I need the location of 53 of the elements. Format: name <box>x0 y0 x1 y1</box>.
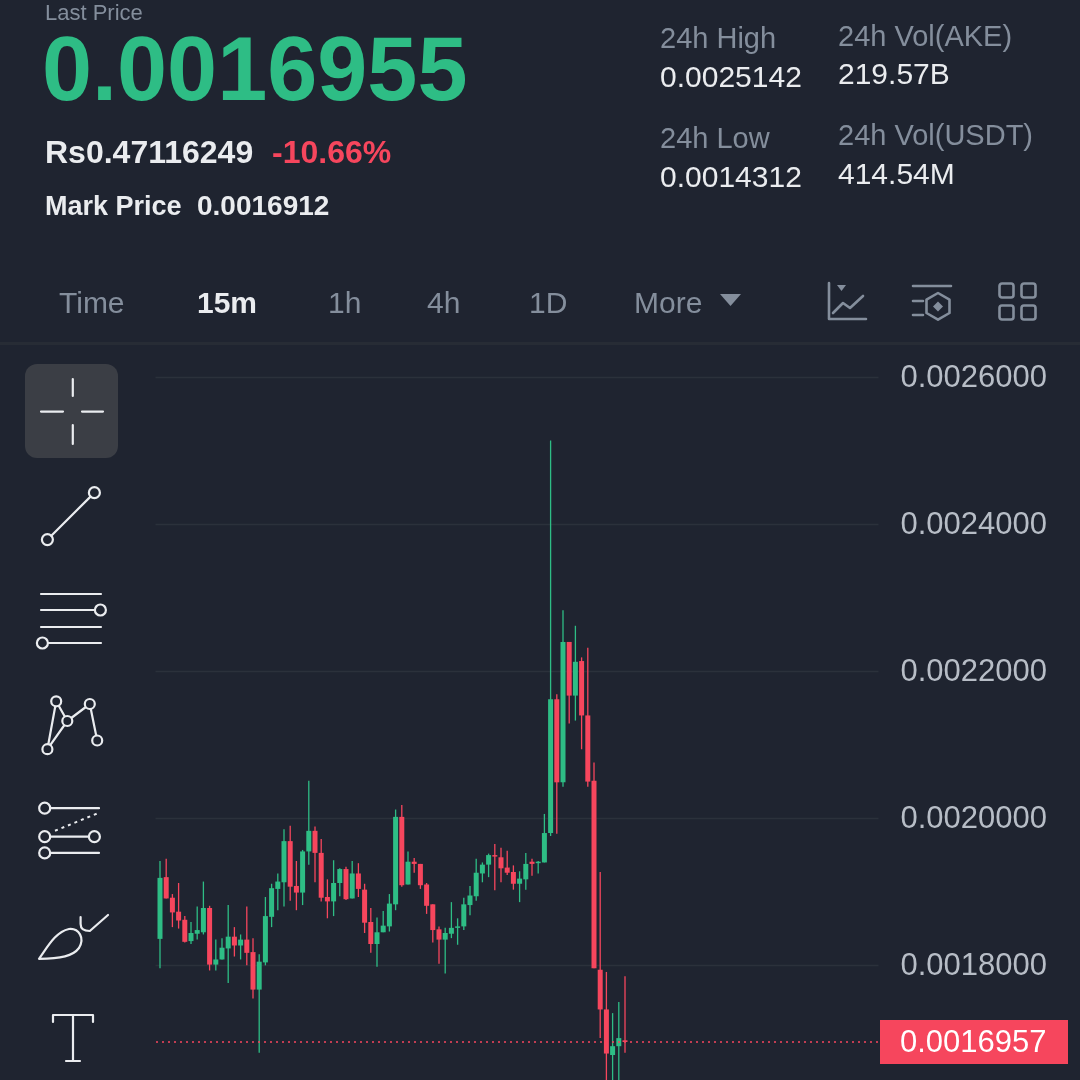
candlestick <box>486 852 492 878</box>
candlestick <box>355 862 361 898</box>
candlestick <box>436 925 442 965</box>
text: 24h High <box>660 21 777 54</box>
candlestick <box>374 916 380 968</box>
candlestick <box>467 885 473 917</box>
candlestick <box>244 905 250 966</box>
text: 0.0014312 <box>660 159 802 193</box>
text: Rs0.47116249 <box>45 133 254 170</box>
text: Mark Price <box>45 191 182 222</box>
candlestick <box>306 780 312 866</box>
candlestick <box>312 825 318 883</box>
candlestick <box>492 843 498 892</box>
y-tick-label: 0.0026000 <box>900 358 1048 394</box>
candlestick <box>386 893 392 933</box>
candlestick <box>610 1012 616 1080</box>
text: More <box>634 285 703 319</box>
candlestick <box>225 904 231 984</box>
candlestick <box>616 1001 622 1080</box>
y-tick-label: 0.0024000 <box>900 505 1048 541</box>
text: -10.66% <box>272 133 392 170</box>
candlestick <box>529 858 535 877</box>
candlestick <box>473 858 479 902</box>
text: 414.54M <box>838 156 955 190</box>
candlestick <box>523 852 529 891</box>
text: Time <box>59 285 125 319</box>
text: 219.57B <box>838 56 950 90</box>
candlestick <box>498 847 504 883</box>
candlestick <box>455 917 461 946</box>
ref-line-label: 0.0016957 <box>900 1024 1047 1059</box>
text: 1h <box>328 285 362 319</box>
y-tick-label: 0.0018000 <box>900 946 1048 982</box>
candlestick <box>331 859 337 917</box>
text: 24h Vol(USDT) <box>838 118 1034 151</box>
text: 1D <box>529 285 568 319</box>
text: 15m <box>197 285 258 319</box>
candlestick <box>405 850 411 886</box>
text: 4h <box>427 285 461 319</box>
y-tick-label: 0.0022000 <box>900 652 1048 688</box>
text: 0.0016912 <box>197 190 330 222</box>
candlestick <box>231 926 237 958</box>
candlestick <box>163 858 169 900</box>
candlestick <box>337 867 343 897</box>
text: 24h Low <box>660 121 770 154</box>
text: 24h Vol(AKE) <box>838 19 1013 52</box>
candlestick <box>479 861 485 883</box>
candlestick <box>169 893 175 928</box>
text: Last Price <box>45 0 143 26</box>
text: 0.0025142 <box>660 59 802 93</box>
candlestick <box>517 870 523 903</box>
candlestick <box>213 938 219 972</box>
candlestick <box>461 897 467 931</box>
y-tick-label: 0.0020000 <box>900 799 1048 835</box>
